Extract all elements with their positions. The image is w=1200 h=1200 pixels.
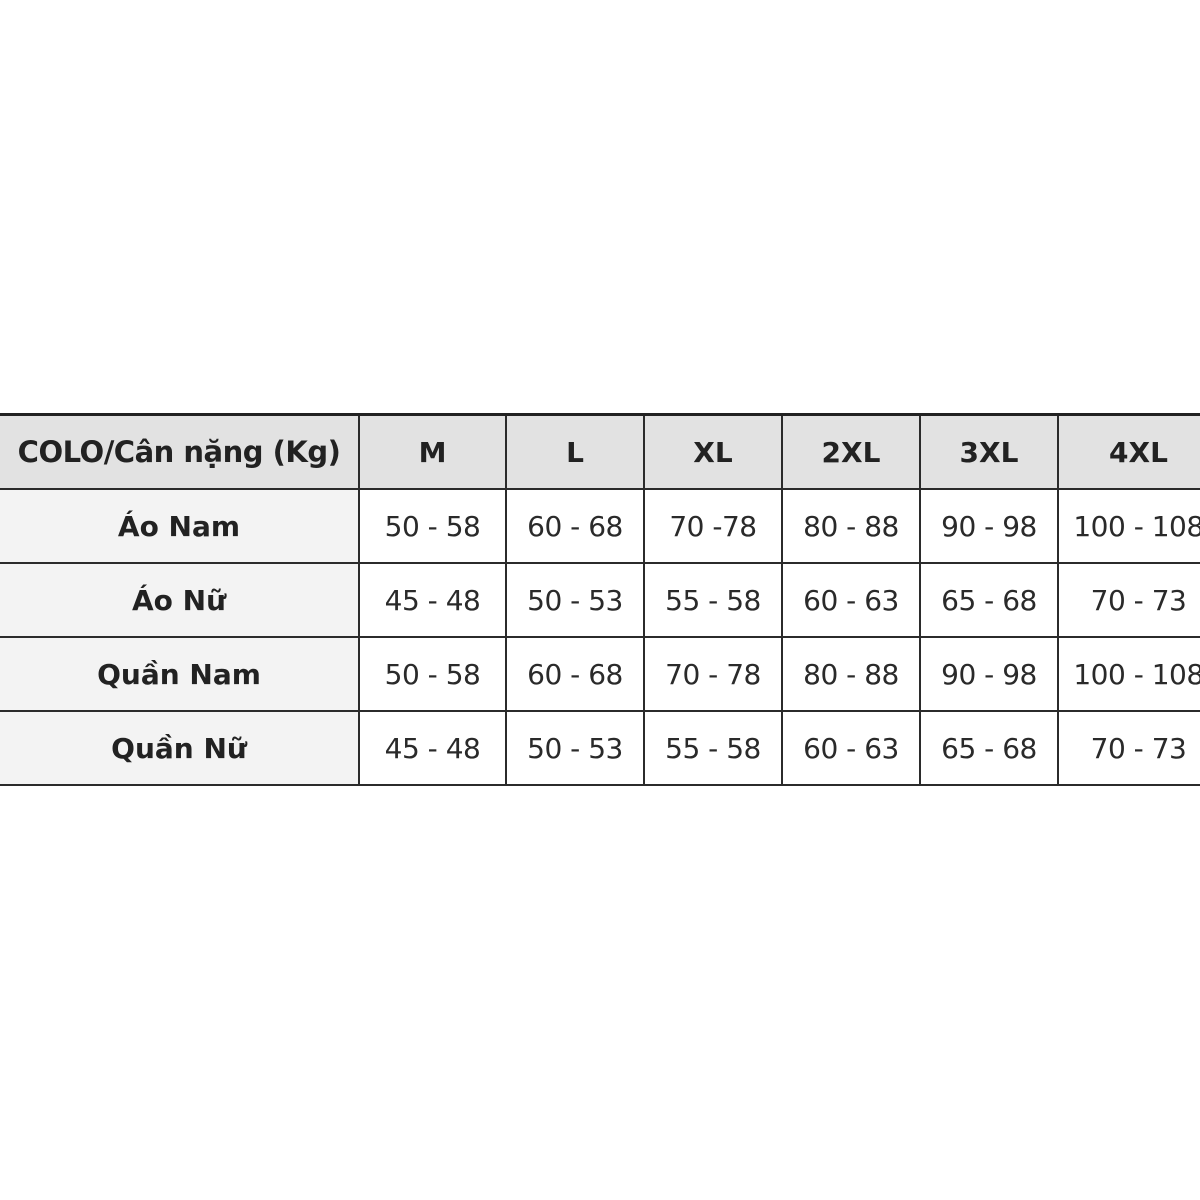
size-header-2xl: 2XL — [781, 413, 921, 490]
cell: 50 - 58 — [358, 636, 507, 712]
cell: 70 - 73 — [1057, 562, 1200, 638]
row-label: Áo Nam — [0, 488, 360, 564]
cell: 60 - 68 — [505, 488, 645, 564]
cell: 70 - 78 — [643, 636, 783, 712]
size-header-3xl: 3XL — [919, 413, 1059, 490]
table-row: Quần Nữ 45 - 48 50 - 53 55 - 58 60 - 63 … — [0, 710, 1200, 786]
size-header-m: M — [358, 413, 507, 490]
cell: 45 - 48 — [358, 710, 507, 786]
table-row: Áo Nam 50 - 58 60 - 68 70 -78 80 - 88 90… — [0, 488, 1200, 564]
cell: 50 - 58 — [358, 488, 507, 564]
size-header-l: L — [505, 413, 645, 490]
row-label: Quần Nam — [0, 636, 360, 712]
size-table: COLO/Cân nặng (Kg) M L XL 2XL 3XL 4XL Áo… — [0, 413, 1200, 786]
cell: 55 - 58 — [643, 710, 783, 786]
size-header-4xl: 4XL — [1057, 413, 1200, 490]
cell: 70 - 73 — [1057, 710, 1200, 786]
corner-header: COLO/Cân nặng (Kg) — [0, 413, 360, 490]
row-label: Áo Nữ — [0, 562, 360, 638]
cell: 65 - 68 — [919, 562, 1059, 638]
size-chart: COLO/Cân nặng (Kg) M L XL 2XL 3XL 4XL Áo… — [0, 413, 1200, 786]
cell: 70 -78 — [643, 488, 783, 564]
cell: 100 - 108 — [1057, 488, 1200, 564]
cell: 50 - 53 — [505, 710, 645, 786]
size-header-xl: XL — [643, 413, 783, 490]
cell: 100 - 108 — [1057, 636, 1200, 712]
table-row: Quần Nam 50 - 58 60 - 68 70 - 78 80 - 88… — [0, 636, 1200, 712]
cell: 80 - 88 — [781, 488, 921, 564]
cell: 60 - 63 — [781, 710, 921, 786]
cell: 90 - 98 — [919, 636, 1059, 712]
cell: 90 - 98 — [919, 488, 1059, 564]
cell: 45 - 48 — [358, 562, 507, 638]
cell: 55 - 58 — [643, 562, 783, 638]
header-row: COLO/Cân nặng (Kg) M L XL 2XL 3XL 4XL — [0, 413, 1200, 490]
cell: 80 - 88 — [781, 636, 921, 712]
cell: 60 - 63 — [781, 562, 921, 638]
cell: 50 - 53 — [505, 562, 645, 638]
cell: 60 - 68 — [505, 636, 645, 712]
table-row: Áo Nữ 45 - 48 50 - 53 55 - 58 60 - 63 65… — [0, 562, 1200, 638]
cell: 65 - 68 — [919, 710, 1059, 786]
row-label: Quần Nữ — [0, 710, 360, 786]
